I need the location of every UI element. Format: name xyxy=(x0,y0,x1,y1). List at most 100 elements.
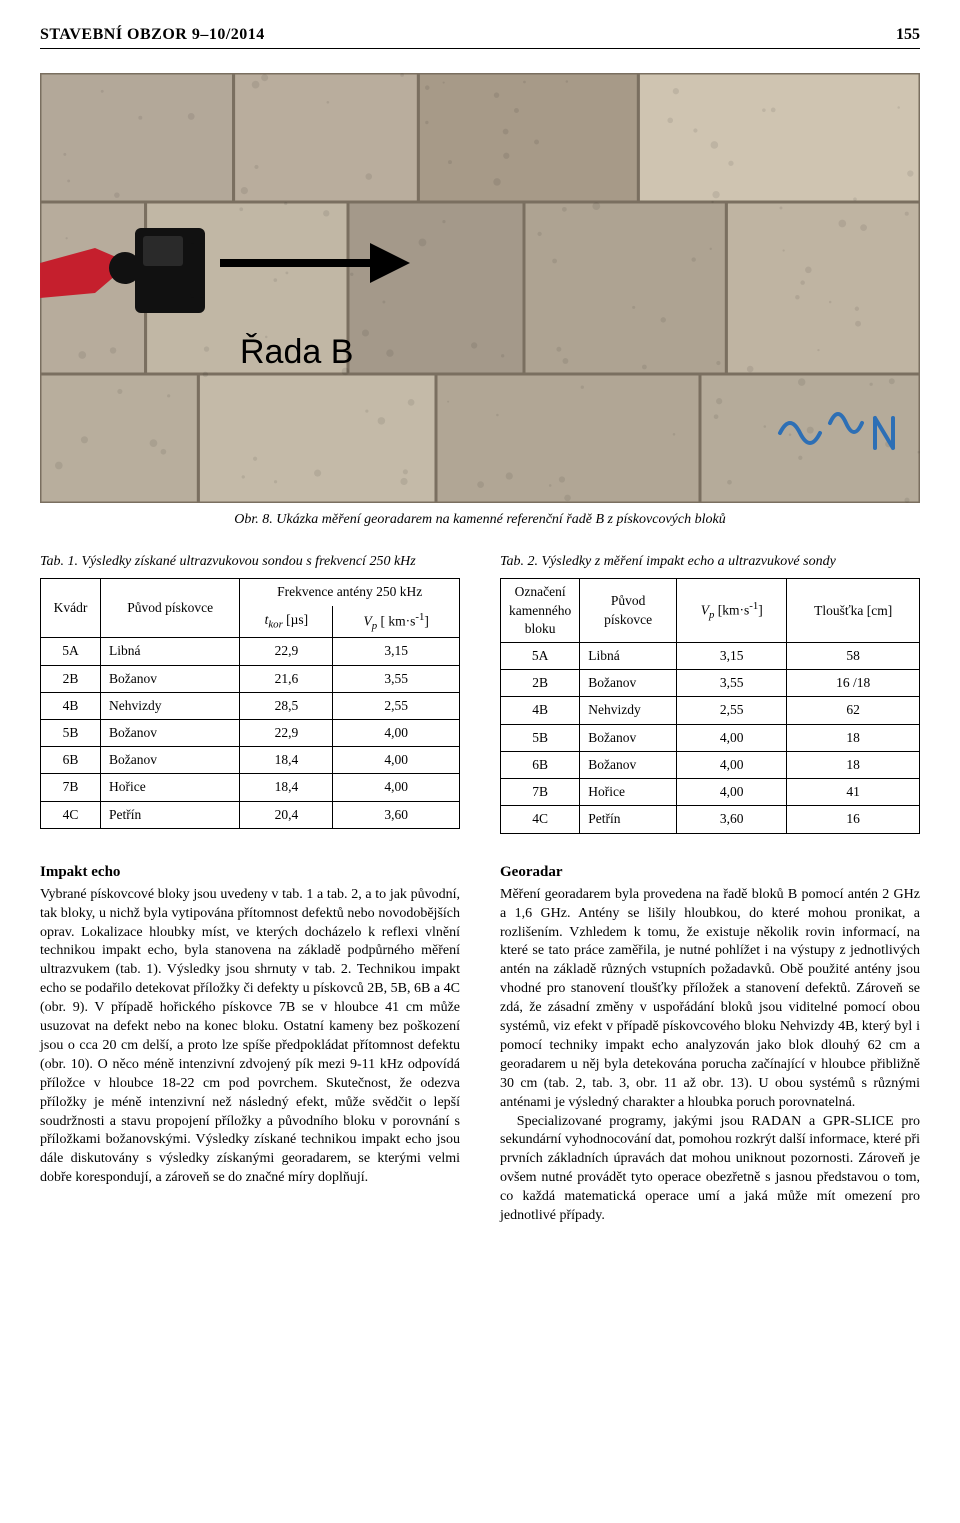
table-row: 5BBožanov4,0018 xyxy=(501,724,920,751)
t1-cell-kvadr: 4C xyxy=(41,801,101,828)
t2-head-thickness: Tloušťka [cm] xyxy=(787,579,920,643)
t1-cell-vp: 4,00 xyxy=(333,774,460,801)
t2-h1-l3: bloku xyxy=(525,621,556,636)
stone-block xyxy=(198,374,436,503)
t1-cell-tkor: 21,6 xyxy=(240,665,333,692)
t2-cell-thickness: 18 xyxy=(787,724,920,751)
t1-cell-tkor: 18,4 xyxy=(240,747,333,774)
t1-cell-origin: Libná xyxy=(101,638,240,665)
t1-vp-unit: [ km·s xyxy=(377,613,415,628)
page-header: STAVEBNÍ OBZOR 9–10/2014 155 xyxy=(40,24,920,49)
table-row: 7BHořice4,0041 xyxy=(501,779,920,806)
figure-8: Řada B xyxy=(40,73,920,503)
t2-vp-sym: V xyxy=(701,602,709,617)
t1-cell-origin: Hořice xyxy=(101,774,240,801)
tables-row: Tab. 1. Výsledky získané ultrazvukovou s… xyxy=(40,553,920,833)
t1-cell-tkor: 20,4 xyxy=(240,801,333,828)
t1-cell-kvadr: 7B xyxy=(41,774,101,801)
stone-block xyxy=(348,202,524,374)
journal-title: STAVEBNÍ OBZOR 9–10/2014 xyxy=(40,24,265,46)
t2-cell-vp: 3,60 xyxy=(677,806,787,833)
table-row: 4CPetřín3,6016 xyxy=(501,806,920,833)
georadar-heading: Georadar xyxy=(500,862,920,882)
t1-cell-tkor: 18,4 xyxy=(240,774,333,801)
t1-head-span: Frekvence antény 250 kHz xyxy=(240,579,460,606)
t1-cell-vp: 2,55 xyxy=(333,692,460,719)
table-row: 2BBožanov21,63,55 xyxy=(41,665,460,692)
t1-cell-origin: Božanov xyxy=(101,720,240,747)
table-row: 5ALibná3,1558 xyxy=(501,643,920,670)
t2-cell-thickness: 41 xyxy=(787,779,920,806)
t2-cell-thickness: 58 xyxy=(787,643,920,670)
right-column: Georadar Měření georadarem byla proveden… xyxy=(500,862,920,1226)
table-row: 2BBožanov3,5516 /18 xyxy=(501,670,920,697)
t1-cell-tkor: 28,5 xyxy=(240,692,333,719)
table-row: 5BBožanov22,94,00 xyxy=(41,720,460,747)
figure-8-caption: Obr. 8. Ukázka měření georadarem na kame… xyxy=(40,511,920,530)
t2-vp-sup: -1 xyxy=(749,600,758,612)
t1-cell-origin: Nehvizdy xyxy=(101,692,240,719)
t1-cell-vp: 3,15 xyxy=(333,638,460,665)
table-row: 4CPetřín20,43,60 xyxy=(41,801,460,828)
t1-tkor-sub: kor xyxy=(268,619,282,631)
stone-block xyxy=(436,374,700,503)
table-1-caption: Tab. 1. Výsledky získané ultrazvukovou s… xyxy=(40,553,460,572)
t1-cell-kvadr: 5A xyxy=(41,638,101,665)
t1-tkor-unit: [µs] xyxy=(283,612,308,627)
impakt-echo-heading: Impakt echo xyxy=(40,862,460,882)
table-1-block: Tab. 1. Výsledky získané ultrazvukovou s… xyxy=(40,553,460,828)
t2-head-block: Označení kamenného bloku xyxy=(501,579,580,643)
t2-h2-l1: Původ xyxy=(611,593,646,608)
table-row: 4BNehvizdy2,5562 xyxy=(501,697,920,724)
table-row: 6BBožanov4,0018 xyxy=(501,751,920,778)
t2-cell-thickness: 18 xyxy=(787,751,920,778)
body-columns: Impakt echo Vybrané pískovcové bloky jso… xyxy=(40,862,920,1226)
t2-cell-origin: Božanov xyxy=(580,670,677,697)
t2-h1-l2: kamenného xyxy=(509,603,571,618)
t1-head-vp: Vp [ km·s-1] xyxy=(333,606,460,638)
left-column: Impakt echo Vybrané pískovcové bloky jso… xyxy=(40,862,460,1226)
t1-cell-vp: 3,60 xyxy=(333,801,460,828)
t1-vp-sym: V xyxy=(364,613,372,628)
t2-cell-origin: Hořice xyxy=(580,779,677,806)
t2-h2-l2: pískovce xyxy=(604,612,652,627)
t2-cell-origin: Božanov xyxy=(580,724,677,751)
stone-block xyxy=(638,73,920,202)
t1-head-origin: Původ pískovce xyxy=(101,579,240,638)
t2-h1-l1: Označení xyxy=(515,584,566,599)
georadar-para-1: Měření georadarem byla provedena na řadě… xyxy=(500,886,920,1113)
t2-cell-vp: 2,55 xyxy=(677,697,787,724)
t2-cell-thickness: 16 /18 xyxy=(787,670,920,697)
stone-block xyxy=(40,73,234,202)
t2-cell-block: 7B xyxy=(501,779,580,806)
t2-cell-block: 5B xyxy=(501,724,580,751)
table-2-caption: Tab. 2. Výsledky z měření impakt echo a … xyxy=(500,553,920,572)
page-number: 155 xyxy=(896,24,920,46)
t2-cell-block: 4B xyxy=(501,697,580,724)
t2-cell-vp: 3,15 xyxy=(677,643,787,670)
t1-cell-kvadr: 4B xyxy=(41,692,101,719)
t2-cell-origin: Nehvizdy xyxy=(580,697,677,724)
table-row: 6BBožanov18,44,00 xyxy=(41,747,460,774)
table-row: 7BHořice18,44,00 xyxy=(41,774,460,801)
t2-cell-vp: 3,55 xyxy=(677,670,787,697)
stone-block xyxy=(418,73,638,202)
t2-vp-tail: ] xyxy=(758,602,763,617)
stone-block xyxy=(726,202,920,374)
table-1: Kvádr Původ pískovce Frekvence antény 25… xyxy=(40,578,460,829)
t2-cell-block: 5A xyxy=(501,643,580,670)
t1-cell-tkor: 22,9 xyxy=(240,720,333,747)
t1-cell-tkor: 22,9 xyxy=(240,638,333,665)
t2-cell-block: 2B xyxy=(501,670,580,697)
t1-head-kvadr: Kvádr xyxy=(41,579,101,638)
t2-cell-origin: Božanov xyxy=(580,751,677,778)
t1-cell-kvadr: 6B xyxy=(41,747,101,774)
t1-cell-origin: Božanov xyxy=(101,665,240,692)
figure-8-svg: Řada B xyxy=(40,73,920,503)
impakt-echo-para: Vybrané pískovcové bloky jsou uvedeny v … xyxy=(40,886,460,1188)
stone-block xyxy=(524,202,726,374)
t2-head-vp: Vp [km·s-1] xyxy=(677,579,787,643)
t1-cell-kvadr: 2B xyxy=(41,665,101,692)
table-row: 4BNehvizdy28,52,55 xyxy=(41,692,460,719)
table-row: 5ALibná22,93,15 xyxy=(41,638,460,665)
